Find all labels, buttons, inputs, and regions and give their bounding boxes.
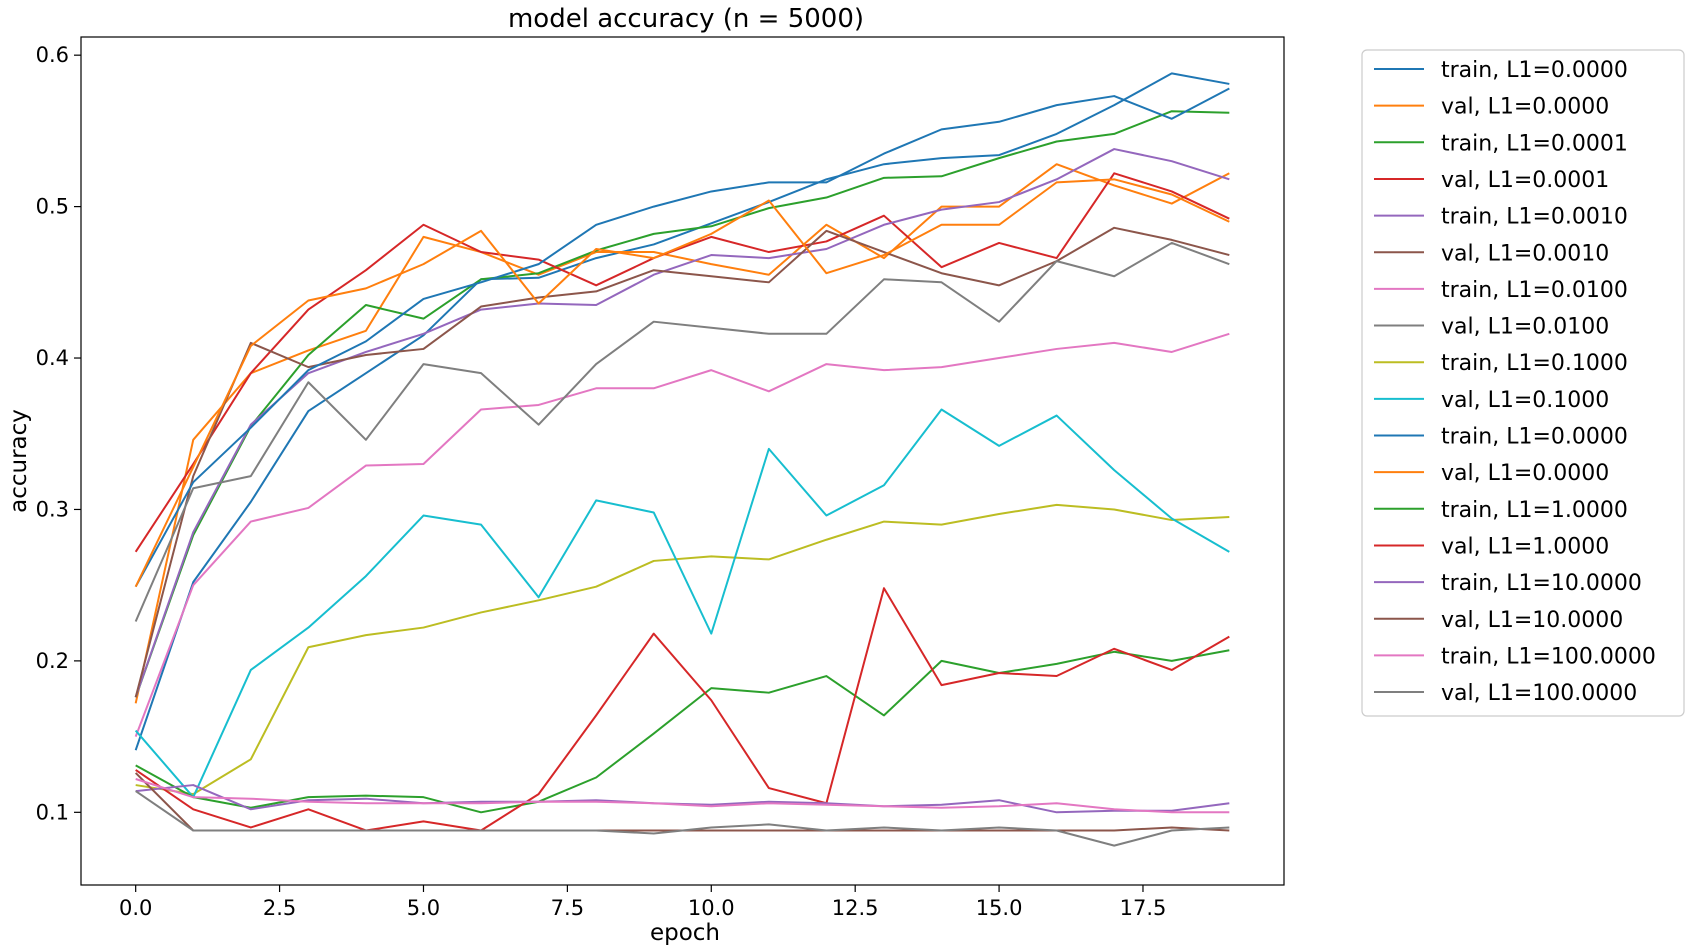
series-line-0 xyxy=(134,72,1230,751)
legend: train, L1=0.0000 val, L1=0.0000 train, L1=… xyxy=(1374,58,1656,706)
x-tick-label: 17.5 xyxy=(1120,896,1167,920)
y-tick-label: 0.4 xyxy=(36,346,69,370)
legend-label: val, L1=0.0100 xyxy=(1441,315,1609,340)
y-tick-label: 0.5 xyxy=(36,195,69,219)
legend-label: val, L1=10.0000 xyxy=(1441,608,1623,633)
x-tick-label: 15.0 xyxy=(976,896,1023,920)
x-tick-label: 2.5 xyxy=(263,896,296,920)
series-line-16 xyxy=(135,778,1230,814)
legend-label: val, L1=0.0010 xyxy=(1441,241,1609,266)
series-line-12 xyxy=(135,649,1230,814)
y-tick-label: 0.6 xyxy=(36,43,69,67)
legend-label: train, L1=100.0000 xyxy=(1441,644,1656,669)
legend-label: val, L1=1.0000 xyxy=(1441,534,1609,559)
series-line-5 xyxy=(134,226,1230,698)
y-tick-label: 0.2 xyxy=(36,649,69,673)
legend-label: train, L1=0.0000 xyxy=(1441,58,1628,83)
legend-label: train, L1=0.0010 xyxy=(1441,205,1628,230)
legend-label: train, L1=1.0000 xyxy=(1441,498,1628,523)
legend-label: train, L1=0.0100 xyxy=(1441,278,1628,303)
legend-label: val, L1=0.0001 xyxy=(1441,168,1609,193)
series-line-8 xyxy=(135,503,1230,796)
x-tick-label: 7.5 xyxy=(551,896,584,920)
x-tick-label: 5.0 xyxy=(407,896,440,920)
x-tick-label: 12.5 xyxy=(832,896,879,920)
chart-title: model accuracy (n = 5000) xyxy=(508,4,864,34)
y-tick-label: 0.3 xyxy=(36,497,69,521)
legend-label: val, L1=0.0000 xyxy=(1441,461,1609,486)
legend-label: train, L1=0.0001 xyxy=(1441,131,1628,156)
plot-frame xyxy=(80,36,1285,886)
legend-label: train, L1=10.0000 xyxy=(1441,571,1642,596)
y-tick-label: 0.1 xyxy=(36,800,69,824)
series-line-2 xyxy=(134,110,1230,698)
series-line-9 xyxy=(134,408,1230,799)
series-line-11 xyxy=(134,178,1230,588)
y-axis-label: accuracy xyxy=(6,409,32,513)
legend-label: val, L1=0.0000 xyxy=(1441,95,1609,120)
legend-label: train, L1=0.1000 xyxy=(1441,351,1628,376)
plot-lines xyxy=(134,72,1230,847)
series-line-7 xyxy=(134,241,1230,622)
legend-label: val, L1=100.0000 xyxy=(1441,681,1637,706)
legend-label: train, L1=0.0000 xyxy=(1441,425,1628,450)
series-line-3 xyxy=(134,172,1230,553)
x-axis-label: epoch xyxy=(650,920,720,946)
x-axis-ticks: 0.0 2.5 5.0 7.5 10.0 12.5 15.0 17.5 xyxy=(119,885,1166,920)
legend-box xyxy=(1361,49,1685,717)
x-tick-label: 0.0 xyxy=(119,896,152,920)
y-axis-ticks: 0.1 0.2 0.3 0.4 0.5 0.6 xyxy=(36,43,81,824)
x-tick-label: 10.0 xyxy=(688,896,735,920)
series-line-10 xyxy=(134,87,1230,588)
series-line-4 xyxy=(134,148,1230,698)
legend-label: val, L1=0.1000 xyxy=(1441,388,1609,413)
series-line-17 xyxy=(135,790,1230,847)
series-line-6 xyxy=(134,332,1230,737)
series-line-13 xyxy=(135,587,1230,832)
